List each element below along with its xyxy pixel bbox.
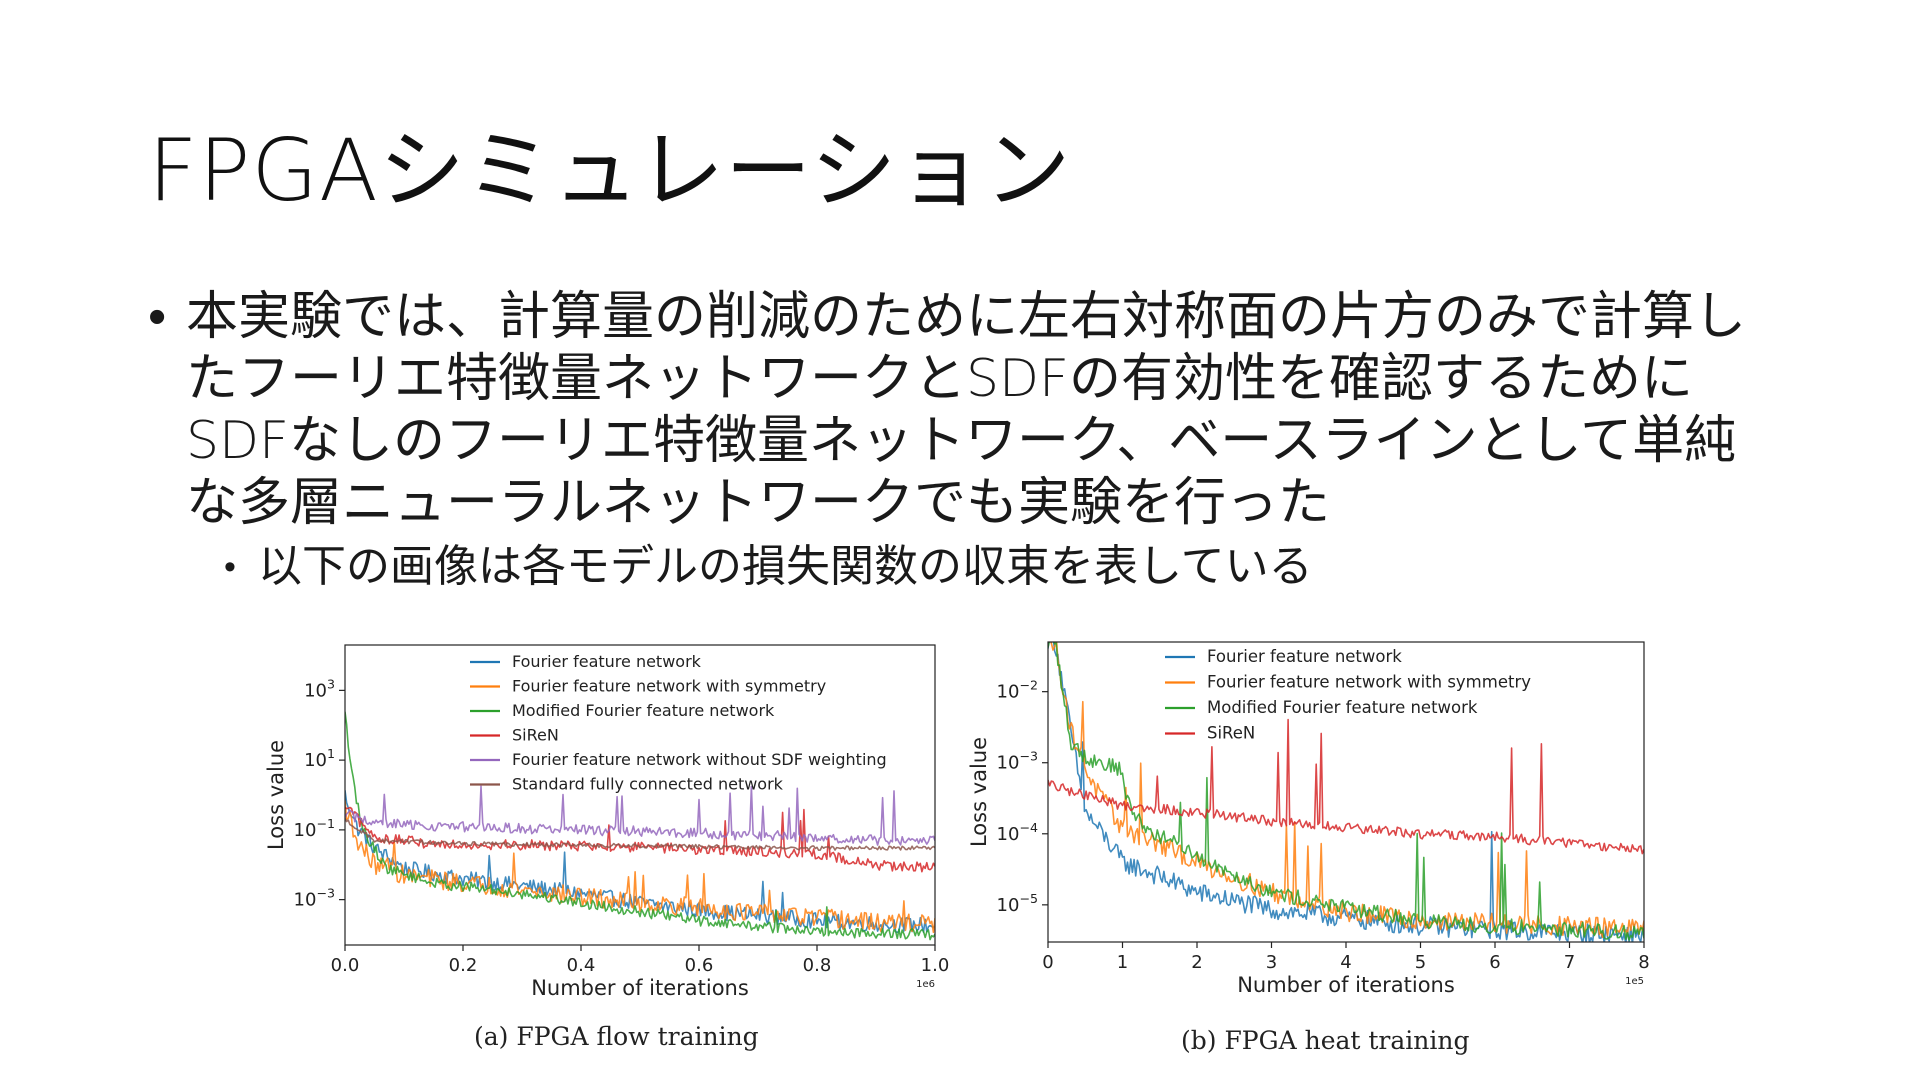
x-offset-text: 1e6	[916, 979, 935, 990]
series-line	[345, 785, 935, 846]
y-tick-label: 101	[304, 746, 335, 771]
x-tick-label: 0.6	[685, 955, 714, 976]
legend-label: Fourier feature network	[512, 652, 702, 671]
x-tick-label: 1.0	[921, 955, 950, 976]
series-line	[345, 800, 935, 934]
flow-training-chart: 0.0 0.2 0.4 0.6 0.8 1.0 1e6 10−3 10−1 101 103 Numbe…	[264, 644, 950, 1000]
legend-label: SiReN	[1207, 724, 1255, 743]
x-tick-label: 4	[1340, 952, 1351, 973]
series-line	[1048, 718, 1644, 855]
series-line	[345, 711, 935, 941]
y-tick-label: 10−2	[997, 678, 1038, 703]
series-group	[1048, 642, 1644, 942]
x-tick-label: 0.0	[331, 955, 360, 976]
legend-label: Fourier feature network with symmetry	[512, 677, 826, 696]
x-tick-label: 0.8	[803, 955, 832, 976]
x-tick-label: 3	[1266, 952, 1277, 973]
heat-training-chart: 0 1 2 3 4 5 6 7 8 1e5 10−5 10−4 10−3 10−2 Number of it…	[967, 641, 1650, 997]
bullet-main: • 本実験では、計算量の削減のために左右対称面の片方のみで計算したフーリエ特徴量…	[148, 286, 1788, 534]
series-line	[1050, 642, 1644, 938]
y-tick-label: 103	[304, 676, 335, 701]
flow-training-figure: 0.0 0.2 0.4 0.6 0.8 1.0 1e6 10−3 10−1 101 103 Numbe…	[250, 635, 950, 1005]
y-axis-label: Loss value	[264, 740, 288, 850]
bullet-sub-dot: •	[224, 547, 236, 587]
x-offset-text: 1e5	[1625, 976, 1644, 987]
plot-frame	[344, 644, 936, 946]
heat-training-caption: (b) FPGA heat training	[1181, 1026, 1470, 1055]
legend: Fourier feature network Fourier feature n…	[470, 652, 887, 794]
bullet-sub: • 以下の画像は各モデルの損失関数の収束を表している	[224, 538, 1788, 596]
x-tick-label: 0	[1042, 952, 1053, 973]
x-tick-label: 0.4	[567, 955, 596, 976]
y-tick-label: 10−3	[997, 749, 1038, 774]
legend-label: Standard fully connected network	[512, 775, 784, 794]
y-tick-label: 10−4	[997, 820, 1038, 845]
legend-label: Fourier feature network	[1207, 647, 1402, 666]
series-line	[345, 817, 935, 851]
bullet-main-text: 本実験では、計算量の削減のために左右対称面の片方のみで計算したフーリエ特徴量ネッ…	[186, 287, 1747, 533]
series-line	[1048, 642, 1644, 941]
x-axis-label: Number of iterations	[531, 976, 749, 1000]
bullet-sub-text: 以下の画像は各モデルの損失関数の収束を表している	[258, 541, 1313, 592]
legend-label: Modified Fourier feature network	[1207, 698, 1478, 717]
x-tick-label: 2	[1191, 952, 1202, 973]
x-axis-label: Number of iterations	[1237, 973, 1455, 997]
y-axis-label: Loss value	[967, 737, 991, 847]
x-tick-label: 5	[1415, 952, 1426, 973]
heat-training-figure: 0 1 2 3 4 5 6 7 8 1e5 10−5 10−4 10−3 10−2 Number of it…	[960, 632, 1660, 1007]
flow-training-caption: (a) FPGA flow training	[474, 1022, 759, 1051]
legend-label: Fourier feature network without SDF weig…	[512, 750, 887, 769]
series-group	[345, 711, 935, 941]
bullet-list: • 本実験では、計算量の削減のために左右対称面の片方のみで計算したフーリエ特徴量…	[148, 286, 1788, 596]
legend-label: SiReN	[512, 726, 559, 745]
x-tick-label: 6	[1489, 952, 1500, 973]
legend-label: Modified Fourier feature network	[512, 701, 775, 720]
legend: Fourier feature network Fourier feature n…	[1165, 647, 1531, 743]
x-tick-label: 7	[1564, 952, 1575, 973]
x-tick-label: 0.2	[449, 955, 478, 976]
x-tick-label: 1	[1117, 952, 1128, 973]
legend-label: Fourier feature network with symmetry	[1207, 673, 1531, 692]
y-tick-label: 10−5	[997, 891, 1038, 916]
bullet-dot: •	[148, 287, 167, 347]
y-tick-label: 10−1	[294, 816, 335, 841]
slide-title: FPGAシミュレーション	[148, 121, 1072, 221]
y-tick-label: 10−3	[294, 886, 335, 911]
x-tick-label: 8	[1638, 952, 1649, 973]
